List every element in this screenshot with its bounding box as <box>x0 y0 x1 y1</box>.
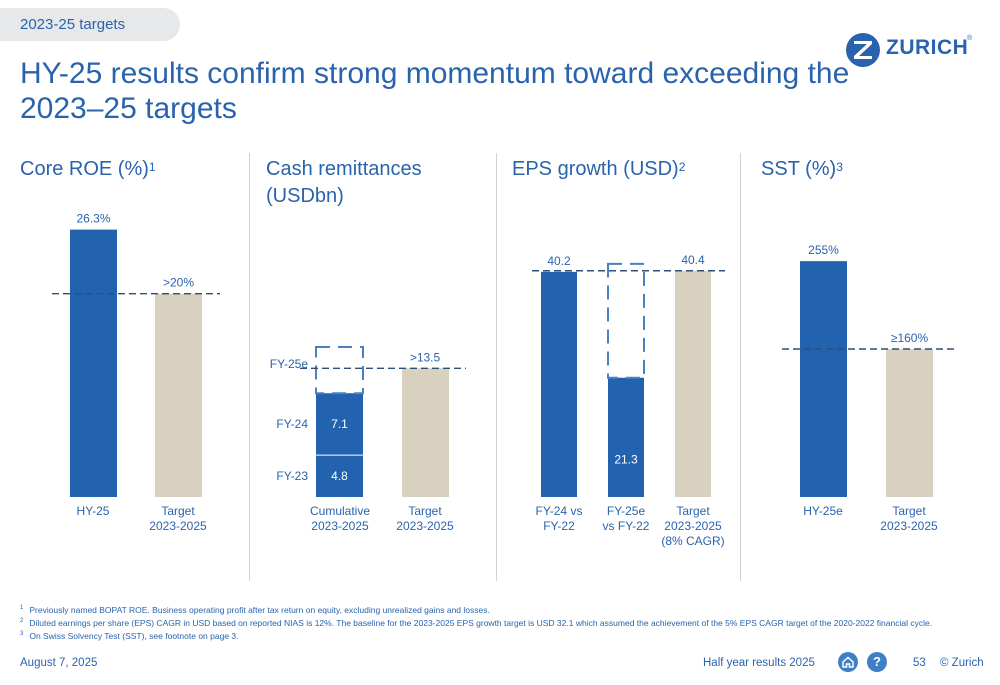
x-tick-label: 2023-2025 <box>311 519 369 533</box>
help-glyph: ? <box>873 654 881 669</box>
page-number: 53 <box>913 657 926 669</box>
x-tick-label: (8% CAGR) <box>661 534 724 548</box>
x-tick-label: FY-22 <box>543 519 575 533</box>
row-label: FY-25e <box>270 357 309 371</box>
x-tick-label: Target <box>408 504 442 518</box>
bar <box>886 349 933 497</box>
footnote-1: 1 Previously named BOPAT ROE. Business op… <box>20 605 490 615</box>
x-tick-label: Target <box>161 504 195 518</box>
column-separator <box>249 153 250 581</box>
data-label: 26.3% <box>76 212 110 226</box>
data-label: >20% <box>163 276 194 290</box>
x-tick-label: 2023-2025 <box>880 519 938 533</box>
page-title-line2: 2023–25 targets <box>20 92 237 125</box>
section-tag: 2023-25 targets <box>0 8 180 41</box>
footnote-2: 2 Diluted earnings per share (EPS) CAGR i… <box>20 618 933 628</box>
copyright: © Zurich <box>940 657 984 669</box>
logo-text: ZURICH <box>886 36 969 59</box>
zurich-logo-icon <box>846 33 880 67</box>
x-tick-label: 2023-2025 <box>396 519 454 533</box>
x-tick-label: FY-25e <box>607 504 646 518</box>
logo-registered-mark: ® <box>967 35 973 42</box>
projected-bar <box>315 346 364 395</box>
page-title: HY-25 results confirm strong momentum to… <box>20 56 850 126</box>
projected-bar <box>607 262 645 379</box>
data-label: 40.4 <box>681 253 705 267</box>
footer-title: Half year results 2025 <box>703 657 815 669</box>
x-tick-label: 2023-2025 <box>149 519 207 533</box>
data-label: 21.3 <box>614 452 638 466</box>
row-label: FY-23 <box>276 469 308 483</box>
target-bar <box>402 368 449 497</box>
footer-date: August 7, 2025 <box>20 657 98 669</box>
bar <box>541 271 577 497</box>
footnote-3: 3 On Swiss Solvency Test (SST), see footn… <box>20 631 239 641</box>
eps-growth-title: EPS growth (USD)2 <box>512 158 686 180</box>
x-tick-label: HY-25e <box>803 504 843 518</box>
bar <box>800 261 847 497</box>
cash-remittances-title: Cash remittances (USDbn) <box>266 158 422 207</box>
row-label: FY-24 <box>276 417 308 431</box>
data-label: 255% <box>808 243 839 257</box>
help-icon[interactable]: ? <box>867 652 887 672</box>
x-tick-label: HY-25 <box>77 504 110 518</box>
x-tick-label: vs FY-22 <box>603 519 650 533</box>
page-title-line1: HY-25 results confirm strong momentum to… <box>20 57 850 90</box>
core-roe-title: Core ROE (%)1 <box>20 158 156 180</box>
x-tick-label: Cumulative <box>310 504 370 518</box>
segment-label: 7.1 <box>331 417 348 431</box>
segment-label: 4.8 <box>331 469 348 483</box>
column-separator <box>496 153 497 581</box>
stacked-bar-segment <box>316 393 363 456</box>
bar <box>608 377 644 497</box>
sst-title: SST (%)3 <box>761 158 843 180</box>
column-separator <box>740 153 741 581</box>
bar <box>155 293 202 497</box>
bar <box>70 229 117 497</box>
data-label: ≥160% <box>891 331 929 345</box>
x-tick-label: Target <box>676 504 710 518</box>
x-tick-label: Target <box>892 504 926 518</box>
data-label: 40.2 <box>547 254 571 268</box>
x-tick-label: 2023-2025 <box>664 519 722 533</box>
data-label: >13.5 <box>410 350 441 364</box>
bar <box>675 270 711 497</box>
home-icon[interactable] <box>838 652 858 672</box>
stacked-bar-segment <box>316 455 363 497</box>
x-tick-label: FY-24 vs <box>536 504 583 518</box>
